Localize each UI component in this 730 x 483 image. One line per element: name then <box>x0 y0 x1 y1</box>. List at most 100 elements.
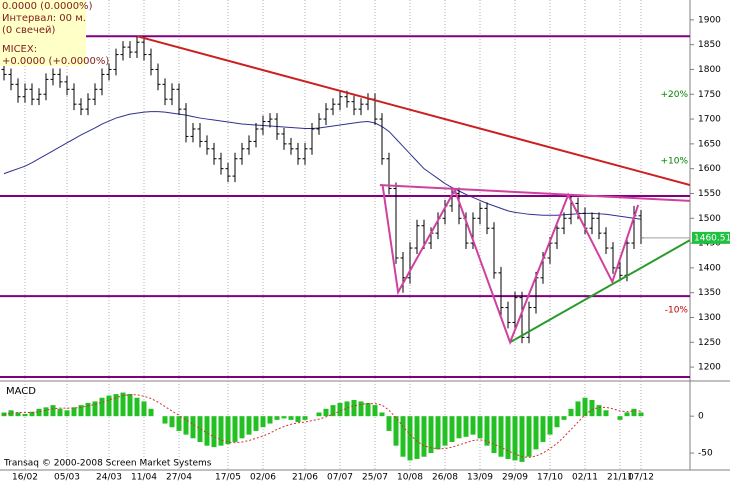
macd-bar <box>400 416 406 457</box>
macd-bar <box>239 416 245 439</box>
macd-bar <box>57 408 63 417</box>
macd-bar <box>253 416 259 431</box>
y-tick-label: 1500 <box>698 214 721 224</box>
macd-bar <box>512 416 518 461</box>
macd-bar <box>575 401 581 417</box>
macd-bar <box>372 405 378 417</box>
x-tick-label: 16/02 <box>12 473 38 483</box>
price-panel: +20% +10% -10% -20% <box>0 35 690 389</box>
macd-bar <box>92 401 98 417</box>
macd-bar <box>414 416 420 459</box>
macd-bar <box>449 416 455 442</box>
x-tick-label: 24/03 <box>96 473 122 483</box>
macd-bar <box>15 412 21 417</box>
info-box <box>0 0 86 66</box>
macd-bar <box>323 408 329 417</box>
x-tick-label: 07/07 <box>327 473 353 483</box>
panel-title: MACD <box>6 386 36 397</box>
macd-bar <box>554 416 560 428</box>
macd-bar <box>85 402 91 417</box>
info-text: +0.0000 (+0.0000%) <box>2 56 109 67</box>
macd-bar <box>330 405 336 417</box>
x-tick-label: 26/08 <box>432 473 458 483</box>
info-text: Интервал: 00 м. <box>2 13 86 24</box>
macd-bar <box>8 410 14 417</box>
x-tick-label: 17/10 <box>537 473 563 483</box>
last-price-box <box>692 231 730 244</box>
moving-average <box>3 111 642 220</box>
macd-bar <box>29 411 35 417</box>
macd-bar <box>435 416 441 450</box>
trend-line <box>509 239 690 344</box>
y-tick-label: 1750 <box>698 90 721 100</box>
y-tick-label: 1200 <box>698 363 721 373</box>
macd-bar <box>43 407 49 417</box>
macd-bar <box>225 416 231 445</box>
x-tick-label: 10/08 <box>397 473 423 483</box>
macd-bar <box>99 397 105 417</box>
annotation: +20% <box>660 90 688 100</box>
annotation: -20% <box>665 379 689 389</box>
macd-bar <box>421 416 427 457</box>
macd-bar <box>302 416 308 420</box>
macd-bar <box>540 416 546 442</box>
macd-bar <box>470 416 476 435</box>
macd-bar <box>561 416 567 420</box>
macd-bar <box>148 408 154 417</box>
macd-bar <box>631 408 637 417</box>
macd-bar <box>50 405 56 417</box>
macd-bar <box>491 416 497 454</box>
y-tick-label: 1700 <box>698 115 721 125</box>
macd-panel <box>1 392 644 462</box>
macd-bar <box>120 392 126 417</box>
x-tick-label: 02/11 <box>572 473 598 483</box>
macd-bar <box>71 407 77 417</box>
y-tick-label: -50 <box>698 449 713 459</box>
y-tick-label: 1850 <box>698 40 721 50</box>
y-tick-label: 1550 <box>698 189 721 199</box>
macd-bar <box>106 395 112 417</box>
macd-bar <box>176 416 182 431</box>
macd-bar <box>624 412 630 417</box>
macd-bar <box>197 416 203 442</box>
macd-bar <box>288 416 294 420</box>
macd-bar <box>260 416 266 428</box>
x-tick-label: 21/06 <box>292 473 318 483</box>
macd-bar <box>617 416 623 420</box>
macd-bar <box>78 405 84 417</box>
axes: 16/02 05/03 24/03 11/04 27/04 17/05 02/06 21/06… <box>12 15 730 483</box>
macd-bar <box>281 416 287 419</box>
macd-bar <box>386 416 392 431</box>
footer: Transaq © 2000-2008 Screen Market System… <box>3 459 212 469</box>
y-tick-label: 1800 <box>698 65 721 75</box>
x-tick-label: 21/11 <box>607 473 633 483</box>
macd-bar <box>484 416 490 446</box>
macd-bar <box>582 397 588 417</box>
macd-bar <box>218 416 224 446</box>
macd-bar <box>232 416 238 442</box>
macd-bar <box>442 416 448 446</box>
macd-bar <box>638 412 644 417</box>
macd-bar <box>211 416 217 448</box>
trend-line <box>136 35 690 187</box>
macd-bar <box>316 412 322 417</box>
y-tick-label: 1600 <box>698 164 721 174</box>
x-tick-label: 02/06 <box>250 473 276 483</box>
y-tick-label: 1900 <box>698 15 721 25</box>
macd-bar <box>344 401 350 417</box>
last-price-label: 1460.51 <box>694 233 730 243</box>
macd-bar <box>596 405 602 417</box>
macd-signal <box>3 394 641 458</box>
x-tick-label: 13/09 <box>467 473 493 483</box>
macd-bar <box>127 394 133 417</box>
macd-bar <box>337 402 343 417</box>
macd-bar <box>407 416 413 461</box>
x-tick-label: 27/04 <box>166 473 192 483</box>
macd-bar <box>141 401 147 417</box>
macd-bar <box>64 410 70 417</box>
macd-bar <box>36 408 42 417</box>
y-tick-label: 1300 <box>698 313 721 323</box>
macd-bar <box>568 408 574 417</box>
x-tick-label: 05/03 <box>54 473 80 483</box>
macd-bar <box>456 416 462 439</box>
